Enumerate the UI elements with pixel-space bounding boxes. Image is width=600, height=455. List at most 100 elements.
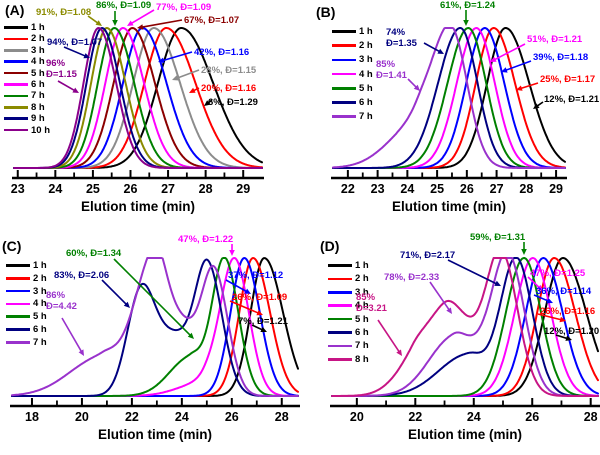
annotation-arrowhead (244, 288, 251, 294)
legend-swatch (4, 117, 28, 120)
annotation-B-7h: 85% Đ=1.41 (376, 59, 407, 82)
annotation-A-4h: 42%, Đ=1.16 (194, 47, 250, 58)
legend-swatch (332, 101, 356, 104)
legend-item-A-2h: 2 h (4, 33, 45, 44)
legend-label: 5 h (33, 311, 47, 323)
curve-D-7h (331, 257, 599, 397)
legend-swatch (4, 49, 28, 52)
annotation-B-5h: 61%, Đ=1.24 (440, 0, 496, 11)
annotation-arrow-A-4h (161, 51, 193, 62)
annotation-arrow-C-5h (113, 258, 192, 337)
legend-swatch (328, 331, 352, 334)
panel-title-B: (B) (316, 4, 336, 20)
annotation-arrowhead (137, 24, 144, 30)
legend-swatch (332, 44, 356, 47)
annotation-A-10h: 96% Đ=1.15 (46, 58, 77, 81)
legend-swatch (6, 302, 30, 306)
legend-item-B-4h: 4 h (332, 69, 373, 80)
annotation-arrow-B-6h (423, 42, 441, 53)
x-tick-label: 29 (549, 182, 563, 196)
annotation-C-1h: 7%, Đ=1.21 (238, 316, 288, 327)
legend-label: 2 h (31, 33, 45, 45)
x-tick-label: 27 (161, 182, 175, 196)
panel-B: 22 23 24 25 26 27 28 29 Elution time (min) (B) 1 h… (300, 0, 600, 227)
legend-label: 4 h (355, 300, 369, 312)
legend-swatch (6, 341, 30, 344)
legend-swatch (6, 264, 30, 267)
legend-swatch (328, 344, 352, 348)
annotation-arrowhead (95, 20, 102, 26)
annotation-D-4h: 47%, Đ=1.25 (530, 268, 586, 279)
x-axis-title: Elution time (min) (81, 199, 195, 214)
legend-label: 2 h (359, 40, 373, 52)
curve-B-7h (332, 27, 566, 169)
annotation-D-6h: 71%, Đ=2.17 (400, 250, 456, 261)
annotation-A-2h: 20%, Đ=1.16 (201, 83, 257, 94)
legend-item-B-2h: 2 h (332, 40, 373, 51)
annotation-C-2h: 26%, Đ=1.09 (232, 292, 288, 303)
annotation-arrowhead (565, 335, 572, 341)
annotation-D-7h: 78%, Đ=2.33 (384, 272, 440, 283)
annotation-arrowhead (127, 20, 134, 26)
legend-item-D-3h: 3 h (328, 287, 369, 298)
legend-swatch (328, 358, 352, 361)
annotation-arrowhead (437, 48, 444, 54)
x-tick-label: 24 (400, 182, 414, 196)
annotation-C-3h: 37%, Đ=1.12 (228, 270, 284, 281)
annotation-arrow-C-7h (61, 317, 83, 353)
legend-label: 8 h (355, 353, 369, 365)
legend-item-B-1h: 1 h (332, 26, 373, 37)
legend-label: 7 h (355, 340, 369, 352)
annotation-arrow-C-3h (225, 279, 248, 293)
legend-label: 4 h (359, 68, 373, 80)
x-tick-label: 28 (584, 410, 598, 424)
legend-item-A-4h: 4 h (4, 56, 45, 67)
annotation-arrowhead (446, 307, 452, 314)
legend-label: 1 h (359, 26, 373, 37)
legend-swatch (332, 115, 356, 118)
legend-item-A-8h: 8 h (4, 102, 45, 113)
legend-label: 2 h (33, 272, 47, 284)
annotation-A-9h: 94%, Đ=1.07 (47, 37, 103, 48)
legend-label: 6 h (31, 79, 45, 90)
annotation-arrowhead (83, 53, 90, 59)
legend-swatch (328, 277, 352, 281)
annotation-arrow-C-1h (251, 324, 264, 332)
annotation-C-7h: 86% Đ=4.42 (46, 290, 77, 313)
legend-label: 4 h (33, 298, 47, 310)
legend-item-D-1h: 1 h (328, 260, 369, 271)
annotation-arrowhead (463, 20, 469, 26)
legend-item-D-8h: 8 h (328, 354, 369, 365)
legend-item-A-9h: 9 h (4, 113, 45, 124)
annotation-C-4h: 47%, Đ=1.22 (178, 234, 234, 245)
annotation-C-6h: 83%, Đ=2.06 (54, 270, 110, 281)
legend-item-A-6h: 6 h (4, 79, 45, 90)
legend-swatch (328, 317, 352, 321)
legend-item-B-7h: 7 h (332, 111, 373, 122)
legend-swatch (6, 289, 30, 293)
curve-D-8h (331, 257, 599, 397)
legend-label: 10 h (31, 124, 51, 136)
panel-title-A: (A) (5, 2, 25, 18)
legend-swatch (4, 71, 28, 75)
annotation-arrowhead (516, 85, 523, 91)
legend-label: 7 h (31, 90, 45, 102)
legend-item-C-1h: 1 h (6, 260, 47, 271)
annotation-B-4h: 51%, Đ=1.21 (527, 34, 583, 45)
x-tick-label: 22 (125, 410, 139, 424)
annotation-arrowhead (546, 298, 553, 304)
x-tick-label: 28 (519, 182, 533, 196)
legend-label: 2 h (355, 273, 369, 285)
annotation-D-3h: 36%, Đ=1.14 (536, 286, 592, 297)
legend-item-B-5h: 5 h (332, 83, 373, 94)
legend-label: 5 h (359, 82, 373, 94)
legend-item-D-2h: 2 h (328, 273, 369, 284)
x-tick-label: 26 (124, 182, 138, 196)
legend-swatch (332, 30, 356, 33)
annotation-C-5h: 60%, Đ=1.34 (66, 248, 122, 259)
annotation-A-5h: 67%, Đ=1.07 (184, 15, 240, 26)
legend-swatch (4, 106, 28, 109)
legend-item-C-7h: 7 h (6, 337, 47, 348)
annotation-arrow-D-4h (527, 276, 541, 289)
annotation-arrow-B-3h (504, 60, 532, 72)
